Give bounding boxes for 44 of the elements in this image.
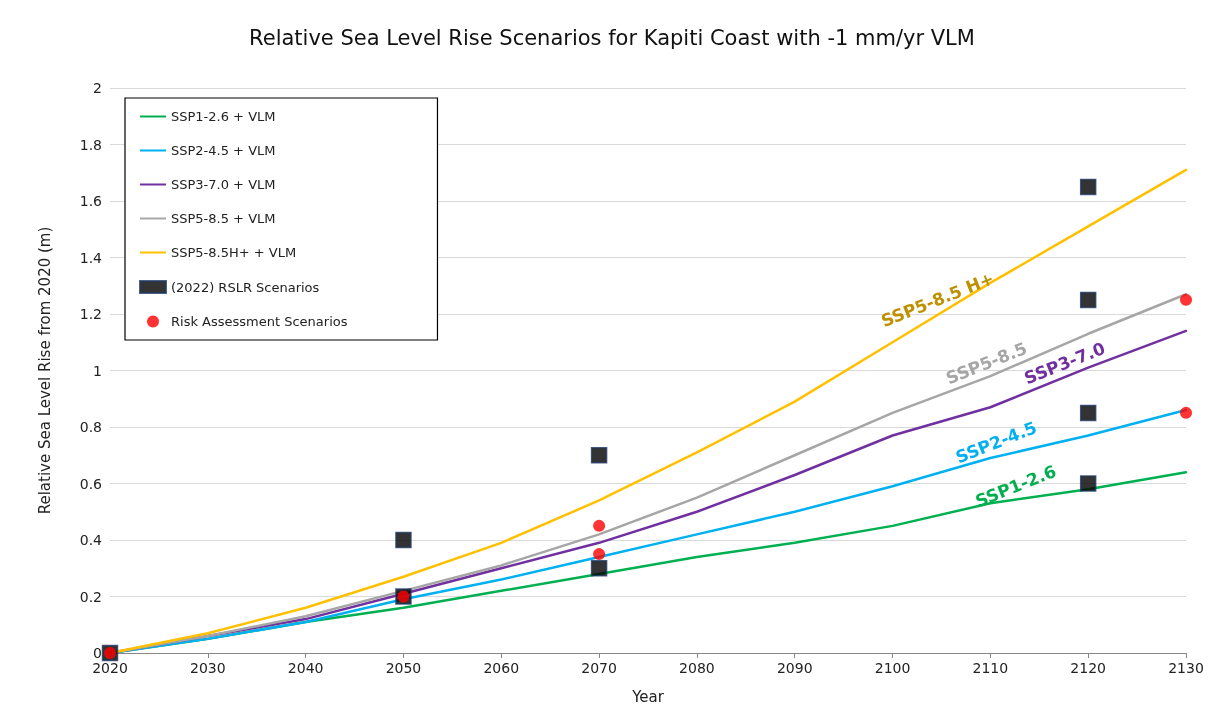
point xyxy=(395,531,412,549)
legend-label: Risk Assessment Scenarios xyxy=(171,314,348,329)
point xyxy=(593,519,606,532)
x-tick-label: 2100 xyxy=(874,660,911,676)
x-tick-label: 2120 xyxy=(1070,660,1106,676)
x-tick-label: 2130 xyxy=(1168,660,1204,676)
x-tick-label: 2080 xyxy=(679,660,715,676)
legend-label: SSP5-8.5H+ + VLM xyxy=(171,245,297,260)
x-tick-label: 2050 xyxy=(385,660,422,676)
y-tick-label: 1.8 xyxy=(79,136,102,153)
point xyxy=(1180,293,1192,306)
point xyxy=(590,560,608,577)
y-tick-label: 1.6 xyxy=(79,193,103,209)
legend-label: SSP3-7.0 + VLM xyxy=(171,177,276,192)
y-tick-label: 0.8 xyxy=(79,419,102,435)
legend-label: SSP5-8.5 + VLM xyxy=(171,211,276,226)
point xyxy=(1079,291,1097,309)
y-tick-label: 1 xyxy=(93,362,102,379)
y-tick-label: 0 xyxy=(93,645,102,661)
y-axis-title: Relative Sea Level Rise from 2020 (m) xyxy=(35,226,54,515)
y-tick-label: 0.4 xyxy=(79,532,103,548)
point xyxy=(1180,406,1192,419)
point xyxy=(1079,178,1097,196)
point xyxy=(593,548,606,561)
y-tick-label: 1.4 xyxy=(79,249,103,266)
legend-label: (2022) RSLR Scenarios xyxy=(171,279,320,295)
x-tick-label: 2020 xyxy=(92,660,128,676)
y-tick-label: 0.2 xyxy=(79,588,102,605)
point xyxy=(590,447,608,464)
x-tick-label: 2060 xyxy=(483,660,520,676)
y-tick-label: 2 xyxy=(93,80,102,96)
y-tick-label: 0.6 xyxy=(79,475,103,492)
chart-title: Relative Sea Level Rise Scenarios for Kapiti Coast with -1 mm/yr VLM xyxy=(249,25,975,50)
x-tick-label: 2070 xyxy=(581,660,617,676)
legend-label: SSP1-2.6 + VLM xyxy=(171,109,276,124)
y-tick-label: 1.2 xyxy=(79,306,102,322)
x-tick-label: 2090 xyxy=(776,660,813,676)
point xyxy=(1079,404,1097,422)
legend-label: SSP2-4.5 + VLM xyxy=(171,143,276,158)
point xyxy=(1079,475,1097,492)
x-tick-label: 2040 xyxy=(287,660,324,676)
x-axis-title: Year xyxy=(631,687,665,706)
x-tick-label: 2110 xyxy=(972,660,1009,676)
x-tick-label: 2030 xyxy=(190,660,226,676)
